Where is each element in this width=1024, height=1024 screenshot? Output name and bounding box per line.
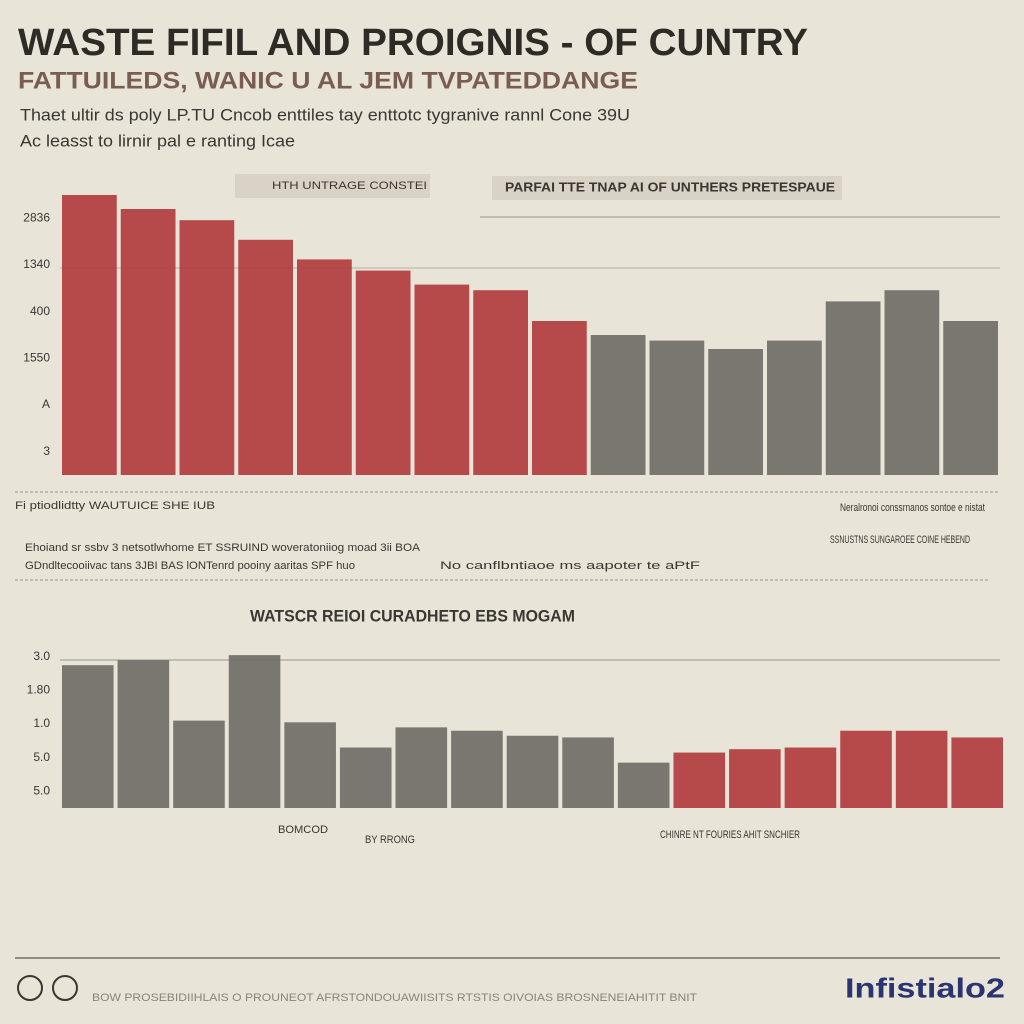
- bar: [708, 349, 763, 475]
- title-box: [492, 176, 842, 200]
- bar: [117, 660, 170, 808]
- bar: [590, 335, 646, 475]
- bar: [395, 727, 448, 808]
- bar: [895, 730, 948, 808]
- axis-label: 400: [30, 304, 50, 318]
- chart-title: PARFAI TTE TNAP AI OF UNTHERS PRETESPAUE: [505, 179, 835, 194]
- bar: [784, 747, 837, 808]
- intro-line: Thaet ultir ds poly LP.TU Cncob enttiles…: [20, 105, 630, 124]
- bar: [238, 239, 293, 475]
- icon: [17, 975, 43, 1001]
- chart-title: WATSCR REIOI CURADHETO EBS MOGAM: [250, 606, 575, 625]
- bar: [179, 220, 235, 475]
- bar: [884, 290, 940, 475]
- axis-label: 1.80: [27, 683, 51, 697]
- note: Fi ptiodlidtty WAUTUICE SHE IUB: [15, 500, 215, 512]
- bar: [473, 290, 528, 475]
- bar: [414, 284, 470, 475]
- axis-label: 1340: [23, 257, 50, 271]
- bar: [62, 665, 114, 808]
- note: Neralronoi conssrnanos sontoe e nistat: [840, 502, 985, 514]
- note: Ehoiand sr ssbv 3 netsotlwhome ET SSRUIN…: [25, 542, 421, 554]
- bar: [297, 259, 352, 475]
- bar: [673, 752, 726, 808]
- bar: [451, 730, 503, 808]
- bar: [228, 655, 281, 808]
- bar: [173, 720, 225, 808]
- note: SSNUSTNS SUNGAROEE COINE HEBEND: [830, 534, 970, 546]
- subtitle: FATTUILEDS, WANIC U AL JEM TVPATEDDANGE: [18, 67, 638, 94]
- axis-label: 3: [43, 444, 50, 458]
- bar: [825, 301, 881, 475]
- bar: [617, 762, 670, 808]
- chart-label: HTH UNTRAGE CONSTEI: [272, 180, 427, 192]
- note: BY RRONG: [365, 834, 415, 846]
- bar: [649, 340, 705, 475]
- note: GDndltecooiivac tans 3JBI BAS lONTenrd p…: [25, 560, 355, 572]
- bar: [767, 340, 822, 475]
- axis-label: 3.0: [33, 649, 50, 663]
- bar: [951, 737, 1003, 808]
- bar: [943, 321, 998, 475]
- bar: [284, 722, 336, 808]
- axis-label: 1.0: [33, 716, 50, 730]
- footer-text: BOW PROSEBIDIIHLAIS O PROUNEOT AFRSTONDO…: [92, 992, 697, 1004]
- axis-label: 5.0: [33, 783, 50, 797]
- axis-label: 1550: [23, 351, 50, 365]
- axis-label: 5.0: [33, 750, 50, 764]
- title: WASTE FIFIL AND PROIGNIS - OF CUNTRY: [18, 22, 808, 64]
- note: CHINRE NT FOURIES AHIT SNCHIER: [660, 829, 800, 841]
- axis-label: A: [42, 397, 50, 411]
- icon: [52, 975, 78, 1001]
- note: BOMCOD: [278, 824, 328, 836]
- bar: [562, 737, 614, 808]
- bar: [120, 209, 176, 475]
- logo: Infistialo2: [845, 972, 1005, 1003]
- bar: [62, 195, 117, 475]
- bar: [355, 270, 411, 475]
- bar: [339, 747, 392, 808]
- axis-label: 2836: [23, 211, 50, 225]
- note: No canflbntiaoe ms aapoter te aPtF: [440, 560, 700, 572]
- intro-line: Ac leasst to lirnir pal e ranting Icae: [20, 131, 295, 150]
- bar: [729, 749, 781, 808]
- bar: [532, 321, 587, 475]
- bar: [506, 735, 559, 808]
- label-box: [235, 174, 430, 198]
- bar: [840, 730, 892, 808]
